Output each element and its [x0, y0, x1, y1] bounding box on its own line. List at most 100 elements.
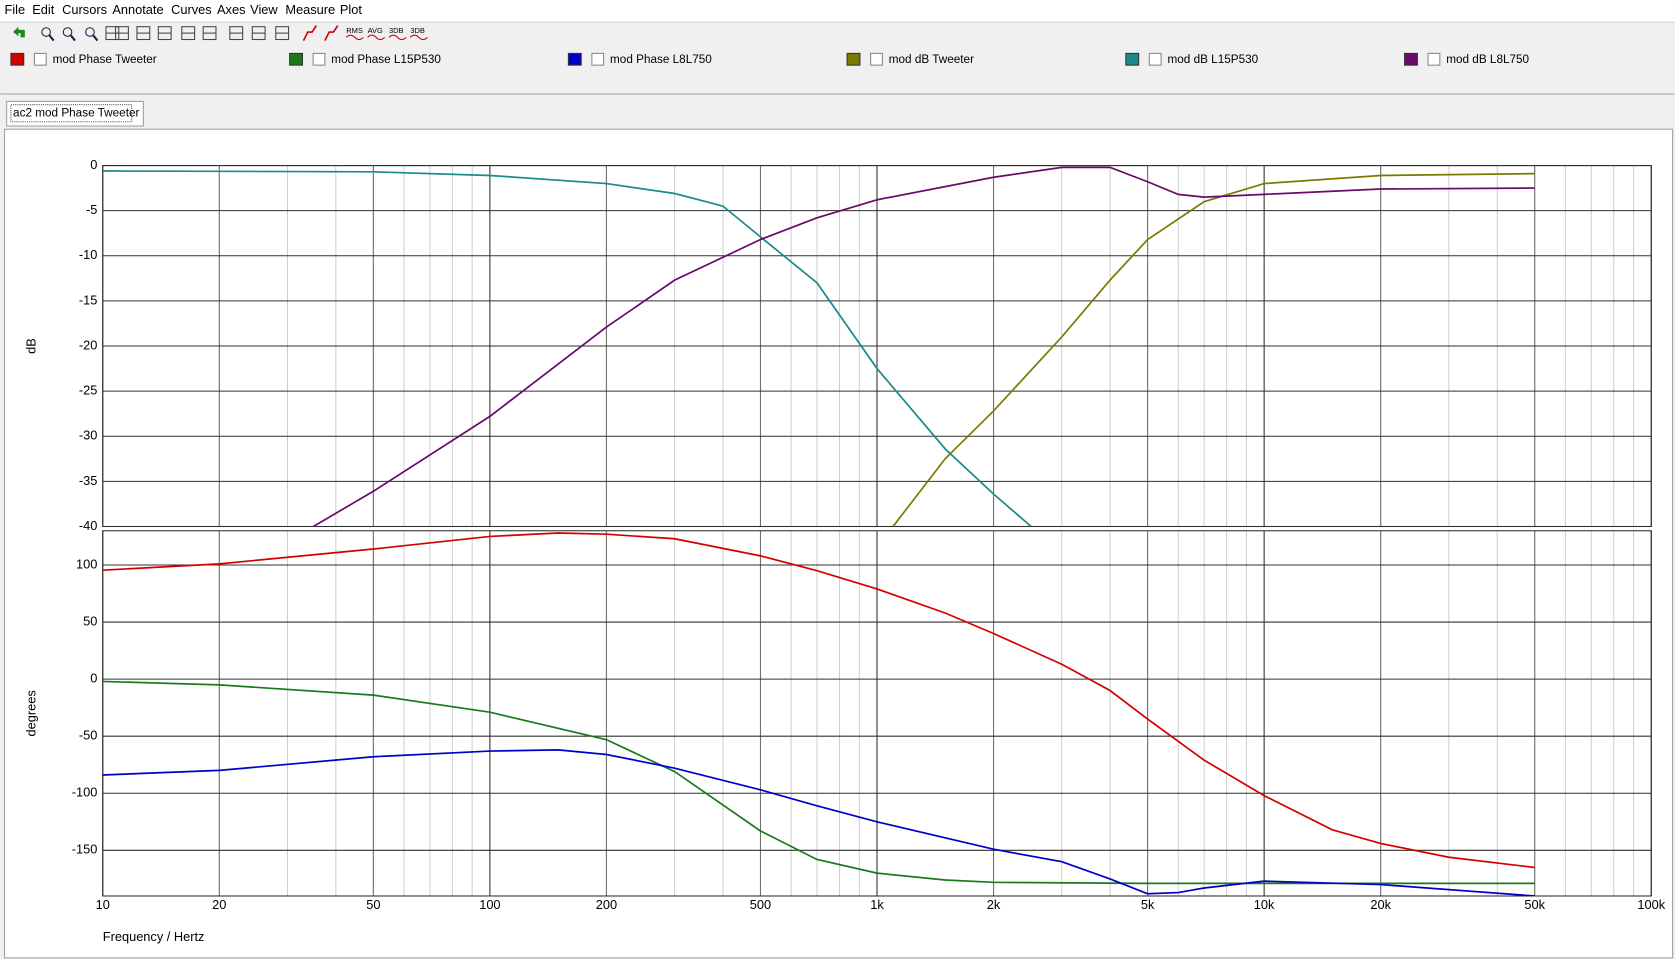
menu-item[interactable]: Annotate	[112, 2, 163, 17]
icon	[85, 27, 95, 37]
x-tick-label: 100	[479, 897, 500, 912]
x-tick-label: 10	[96, 897, 110, 912]
toolbar-button[interactable]	[302, 25, 318, 41]
series-line	[102, 170, 1032, 527]
toolbar: RMS AVG 3DB 3DB	[0, 21, 1675, 42]
toolbar-button[interactable]	[181, 26, 196, 41]
y-tick-label: -25	[79, 383, 98, 398]
x-tick-label: 50	[366, 897, 380, 912]
legend-entry[interactable]: mod dB L15P530	[1125, 52, 1259, 66]
icon	[69, 34, 76, 42]
menu-item[interactable]: Curves	[171, 2, 212, 17]
legend-checkbox[interactable]	[33, 52, 47, 66]
legend-checkbox[interactable]	[1427, 52, 1441, 66]
x-axis-label: Frequency / Hertz	[103, 929, 205, 944]
y-tick-label: -15	[79, 292, 98, 307]
x-tick-label: 500	[750, 897, 771, 912]
icon	[92, 34, 99, 42]
menu: File Edit Cursors Annotate Curves Axes View Mea…	[5, 2, 363, 17]
legend-swatch	[846, 52, 861, 66]
menu-item[interactable]: Plot	[340, 2, 362, 17]
y-tick-label: 0	[90, 671, 97, 686]
icon	[388, 34, 407, 41]
toolbar-button[interactable]	[62, 27, 76, 42]
menu-bar	[0, 0, 1675, 22]
series-line	[102, 680, 1535, 885]
legend-label: mod Phase Tweeter	[53, 53, 157, 66]
legend-checkbox[interactable]	[870, 52, 883, 66]
legend-entry[interactable]: mod dB L8L750	[1404, 52, 1530, 66]
y-tick-label: 100	[76, 556, 97, 571]
y-tick-label: 50	[83, 613, 97, 628]
y-axis-label: degrees	[24, 690, 39, 736]
x-tick-label: 20	[212, 897, 226, 912]
icon	[367, 34, 386, 41]
icon	[13, 26, 25, 38]
toolbar-button[interactable]	[13, 26, 25, 38]
y-tick-label: -20	[79, 337, 98, 352]
legend-swatch	[567, 52, 582, 66]
icon	[62, 27, 73, 37]
icon	[48, 34, 55, 42]
tab-focus	[10, 104, 133, 123]
menu-item[interactable]: File	[5, 2, 26, 17]
toolbar-button[interactable]	[136, 26, 151, 41]
series-line	[892, 172, 1535, 527]
toolbar-button[interactable]	[229, 26, 244, 41]
series-line	[102, 749, 1535, 896]
legend-entry[interactable]: mod Phase L8L750	[567, 52, 712, 66]
legend-label: mod Phase L15P530	[331, 53, 441, 66]
y-tick-label: -50	[79, 728, 98, 743]
legend-swatch	[1404, 52, 1418, 66]
plot-frame	[102, 164, 1652, 528]
x-tick-label: 20k	[1370, 897, 1391, 912]
legend-swatch	[1125, 52, 1140, 66]
legend-swatch	[289, 52, 304, 66]
toolbar-button[interactable]	[251, 26, 266, 41]
y-tick-label: -40	[79, 518, 98, 533]
legend-checkbox[interactable]	[1148, 52, 1162, 66]
menu-item[interactable]: Cursors	[62, 2, 107, 17]
y-tick-label: -10	[79, 247, 98, 262]
legend: mod Phase Tweeter mod Phase L15P530 mod Ph…	[10, 52, 1530, 66]
y-tick-label: -5	[86, 202, 97, 217]
x-tick-label: 1k	[870, 897, 884, 912]
legend-checkbox[interactable]	[591, 52, 605, 66]
icon	[345, 34, 364, 41]
toolbar-button[interactable]	[157, 26, 172, 41]
x-tick-label: 200	[596, 897, 617, 912]
toolbar-button[interactable]	[275, 26, 290, 41]
menu-item[interactable]: Edit	[32, 2, 54, 17]
legend-label: mod dB L8L750	[1446, 53, 1529, 66]
icon	[324, 25, 339, 41]
legend-entry[interactable]: mod Phase Tweeter	[10, 52, 157, 66]
y-axis-label: dB	[24, 338, 39, 354]
legend-checkbox[interactable]	[312, 52, 326, 66]
legend-entry[interactable]: mod dB Tweeter	[846, 52, 974, 66]
menu-item[interactable]: Axes	[217, 2, 245, 17]
toolbar-button[interactable]	[202, 26, 217, 41]
x-tick-label: 10k	[1254, 897, 1275, 912]
legend-entry[interactable]: mod Phase L15P530	[289, 52, 442, 66]
toolbar-label[interactable]: 3DB	[410, 26, 425, 35]
toolbar-button[interactable]	[324, 25, 339, 41]
x-tick-label: 50k	[1524, 897, 1545, 912]
toolbar-label[interactable]: AVG	[368, 26, 383, 35]
toolbar-label[interactable]: 3DB	[389, 26, 404, 35]
menu-item[interactable]: Measure	[285, 2, 335, 17]
toolbar-button[interactable]	[85, 27, 99, 42]
toolbar-label[interactable]: RMS	[346, 26, 363, 35]
icon	[409, 34, 428, 41]
x-tick-label: 5k	[1141, 897, 1155, 912]
tab-label[interactable]: ac2 mod Phase Tweeter	[13, 106, 139, 119]
x-tick-label: 2k	[987, 897, 1001, 912]
menu-item[interactable]: View	[250, 2, 278, 17]
series-line	[102, 532, 1535, 869]
icon	[302, 25, 318, 41]
toolbar-button[interactable]	[41, 27, 55, 42]
toolbar-button[interactable]	[115, 26, 129, 41]
plots: 0-5-10-15-20-25-30-35-40dB100500-50-100-…	[24, 157, 1666, 944]
